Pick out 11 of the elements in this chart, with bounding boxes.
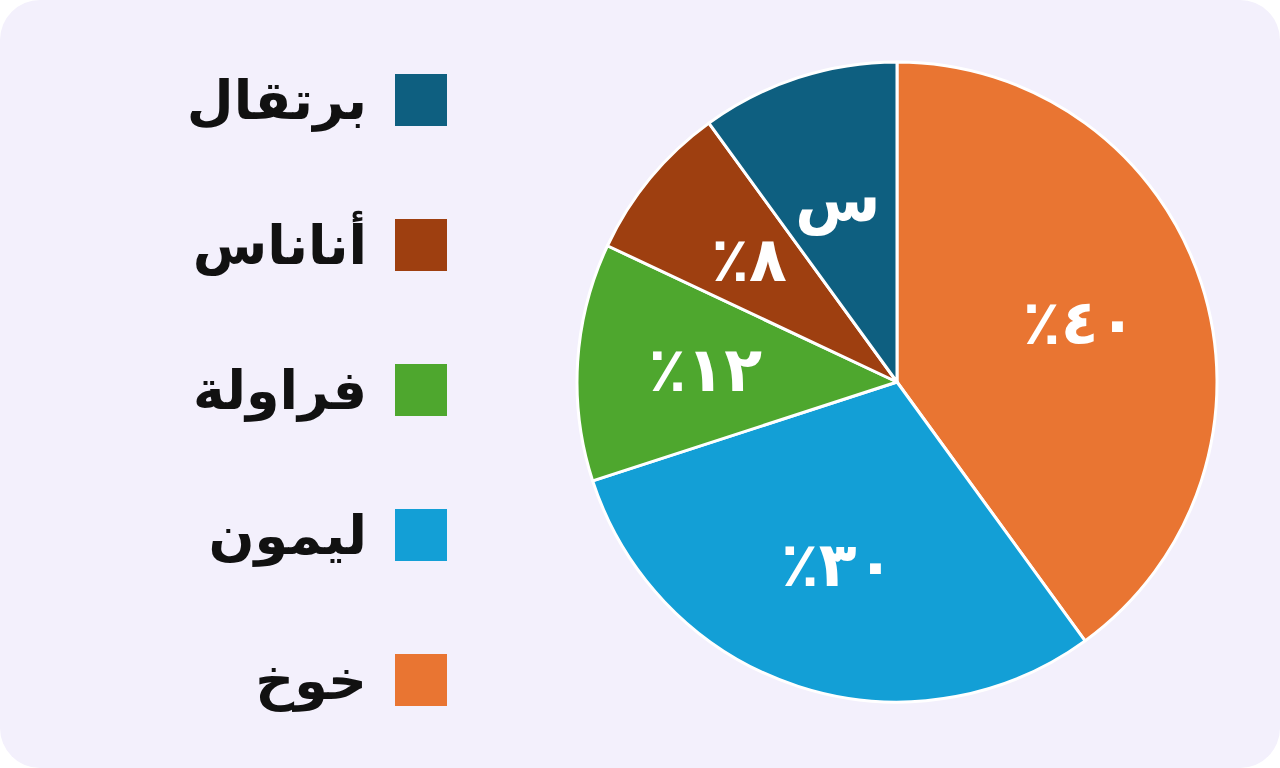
legend-label: برتقال (186, 68, 367, 132)
legend-label: ليمون (208, 503, 367, 567)
data-label: ٨٪ (711, 223, 787, 297)
legend-label: خوخ (255, 648, 367, 712)
pie-slice (895, 60, 1218, 643)
legend-label: أناناس (192, 209, 367, 277)
data-label: ١٢٪ (648, 333, 763, 407)
data-label: ٣٠٪ (780, 528, 895, 602)
data-label: س (794, 162, 881, 236)
legend-label: فراولة (192, 358, 367, 422)
data-label: ٤٠٪ (1022, 286, 1137, 360)
